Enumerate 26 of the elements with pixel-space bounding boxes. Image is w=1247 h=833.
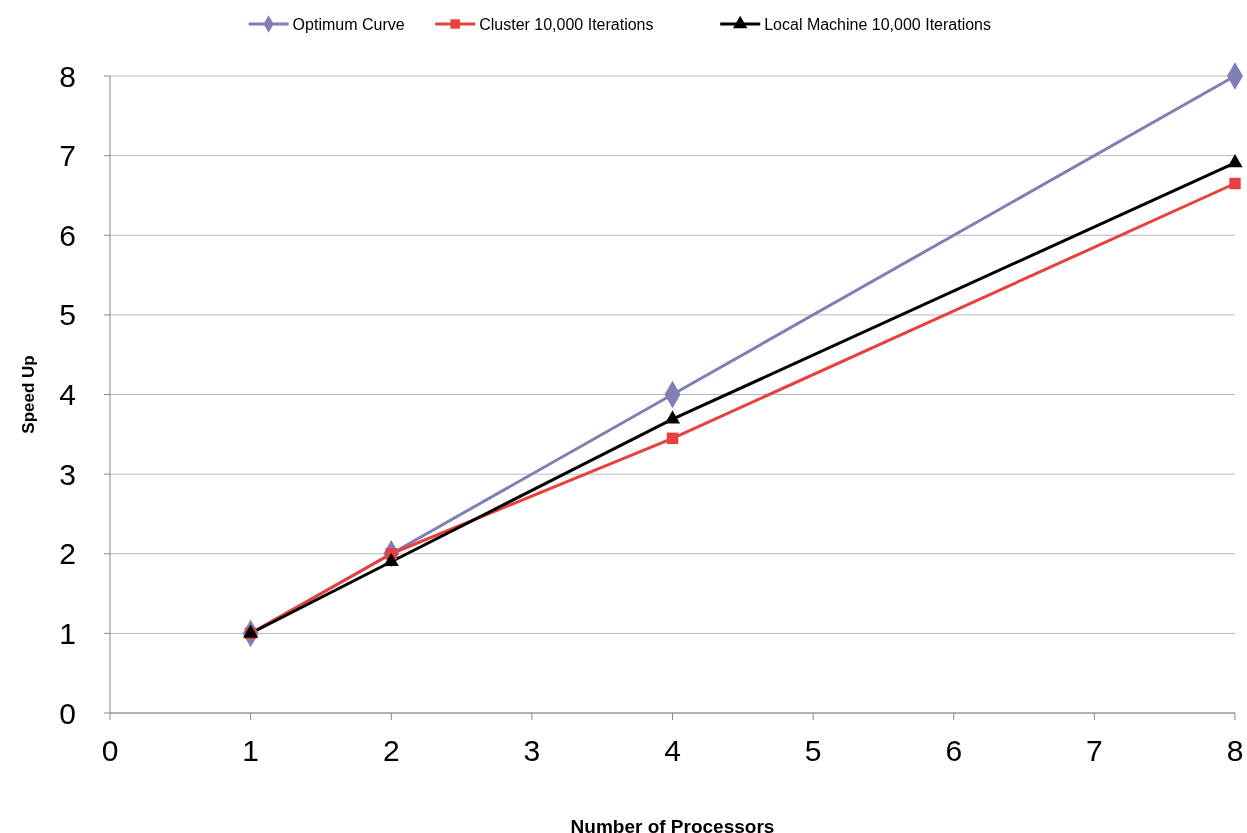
x-tick-label: 1	[242, 734, 259, 767]
y-tick-label: 2	[59, 537, 76, 571]
legend-label: Optimum Curve	[292, 15, 405, 33]
x-tick-label: 8	[1226, 734, 1244, 767]
x-tick-label: 2	[382, 734, 400, 767]
y-tick-label: 1	[59, 616, 76, 650]
point	[1229, 177, 1241, 190]
point	[1227, 154, 1243, 168]
x-tick-label: 7	[1086, 734, 1103, 767]
x-tick-label: 4	[664, 734, 681, 767]
x-tick-label: 5	[804, 734, 822, 767]
x-axis-title: Number of Processors	[570, 816, 775, 833]
x-tick-label: 0	[101, 734, 119, 767]
point	[666, 432, 679, 444]
y-tick-label: 7	[59, 139, 76, 173]
x-tick-label: 3	[523, 734, 541, 767]
y-tick-label: 5	[59, 298, 76, 332]
legend-label: Cluster 10,000 Iterations	[479, 15, 654, 33]
y-tick-label: 8	[59, 59, 76, 93]
y-tick-label: 3	[59, 457, 76, 491]
y-tick-label: 0	[59, 696, 76, 730]
x-tick-label: 6	[945, 734, 963, 767]
legend-label: Local Machine 10,000 Iterations	[764, 15, 992, 33]
y-tick-label: 4	[59, 378, 76, 411]
y-tick-label: 6	[59, 218, 76, 252]
y-axis-title: Speed Up	[19, 355, 38, 434]
